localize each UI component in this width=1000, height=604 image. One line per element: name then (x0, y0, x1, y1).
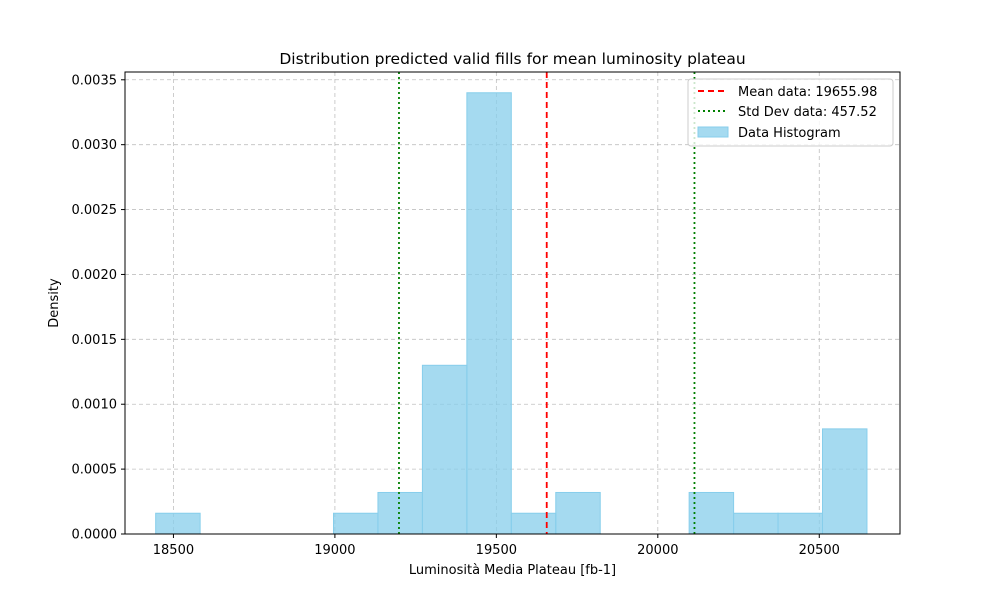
y-tick-label: 0.0035 (72, 73, 118, 88)
x-tick-label: 18500 (153, 543, 194, 558)
legend-histogram-label: Data Histogram (738, 126, 841, 141)
x-tick-label: 20500 (799, 543, 840, 558)
y-tick-label: 0.0005 (72, 463, 118, 478)
y-tick-label: 0.0010 (72, 398, 118, 413)
legend-std-label: Std Dev data: 457.52 (738, 105, 877, 120)
histogram-bar (777, 512, 823, 535)
legend-mean-label: Mean data: 19655.98 (738, 85, 877, 100)
histogram-bar (155, 512, 201, 535)
histogram-bar (377, 491, 423, 535)
legend: Mean data: 19655.98 Std Dev data: 457.52… (687, 78, 894, 147)
y-tick-label: 0.0000 (72, 528, 118, 543)
histogram-bar (333, 512, 379, 535)
histogram-bar (688, 491, 735, 535)
axis-ticks: 18500 19000 19500 20000 20500 0.0000 0.0005 0.0… (72, 73, 840, 558)
y-axis-label: Density (47, 278, 62, 328)
histogram-bar (510, 512, 557, 535)
histogram-bar (421, 364, 468, 535)
legend-histogram-swatch (697, 126, 729, 138)
chart-title: Distribution predicted valid fills for m… (279, 50, 745, 68)
histogram-bar (466, 92, 512, 535)
x-tick-label: 20000 (637, 543, 678, 558)
y-tick-label: 0.0015 (72, 333, 118, 348)
x-axis-label: Luminosità Media Plateau [fb-1] (409, 563, 616, 578)
plot-frame (124, 71, 901, 535)
histogram-bars (155, 92, 868, 535)
y-tick-label: 0.0020 (72, 268, 118, 283)
y-tick-label: 0.0030 (72, 138, 118, 153)
histogram-bar (555, 491, 601, 535)
y-tick-label: 0.0025 (72, 203, 118, 218)
histogram-bar (822, 428, 868, 535)
x-tick-label: 19000 (314, 543, 355, 558)
histogram-bar (733, 512, 779, 535)
legend-box (687, 78, 894, 147)
reference-lines (398, 72, 696, 534)
x-tick-label: 19500 (476, 543, 517, 558)
